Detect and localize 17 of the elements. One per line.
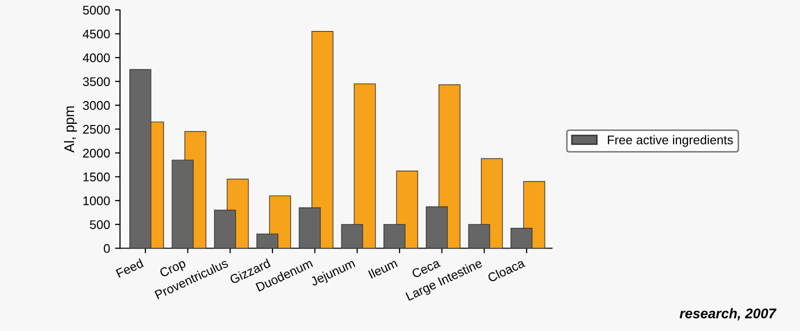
y-tick-label: 1500 [83, 172, 110, 182]
x-tick-label: Cloaca [486, 258, 526, 282]
y-tick-label: 500 [90, 220, 110, 230]
text: research, 2007 [680, 308, 777, 320]
y-tick-label: 5000 [82, 6, 110, 15]
y-tick-label: 2000 [83, 148, 110, 158]
y-tick-label: 4500 [82, 30, 110, 38]
y-tick-label: 0 [104, 244, 110, 253]
y-tick-label: 3000 [82, 101, 110, 110]
legend-label: Free active ingredients [608, 135, 733, 147]
x-tick-label: Feed [116, 258, 144, 278]
x-tick-label: Ileum [368, 258, 398, 279]
y-tick-label: 2500 [83, 124, 110, 134]
y-tick-label: 1000 [83, 196, 110, 206]
y-tick-label: 3500 [82, 77, 110, 86]
y-tick-label: 4000 [82, 53, 110, 62]
y-axis-title: Al, ppm [64, 106, 77, 153]
